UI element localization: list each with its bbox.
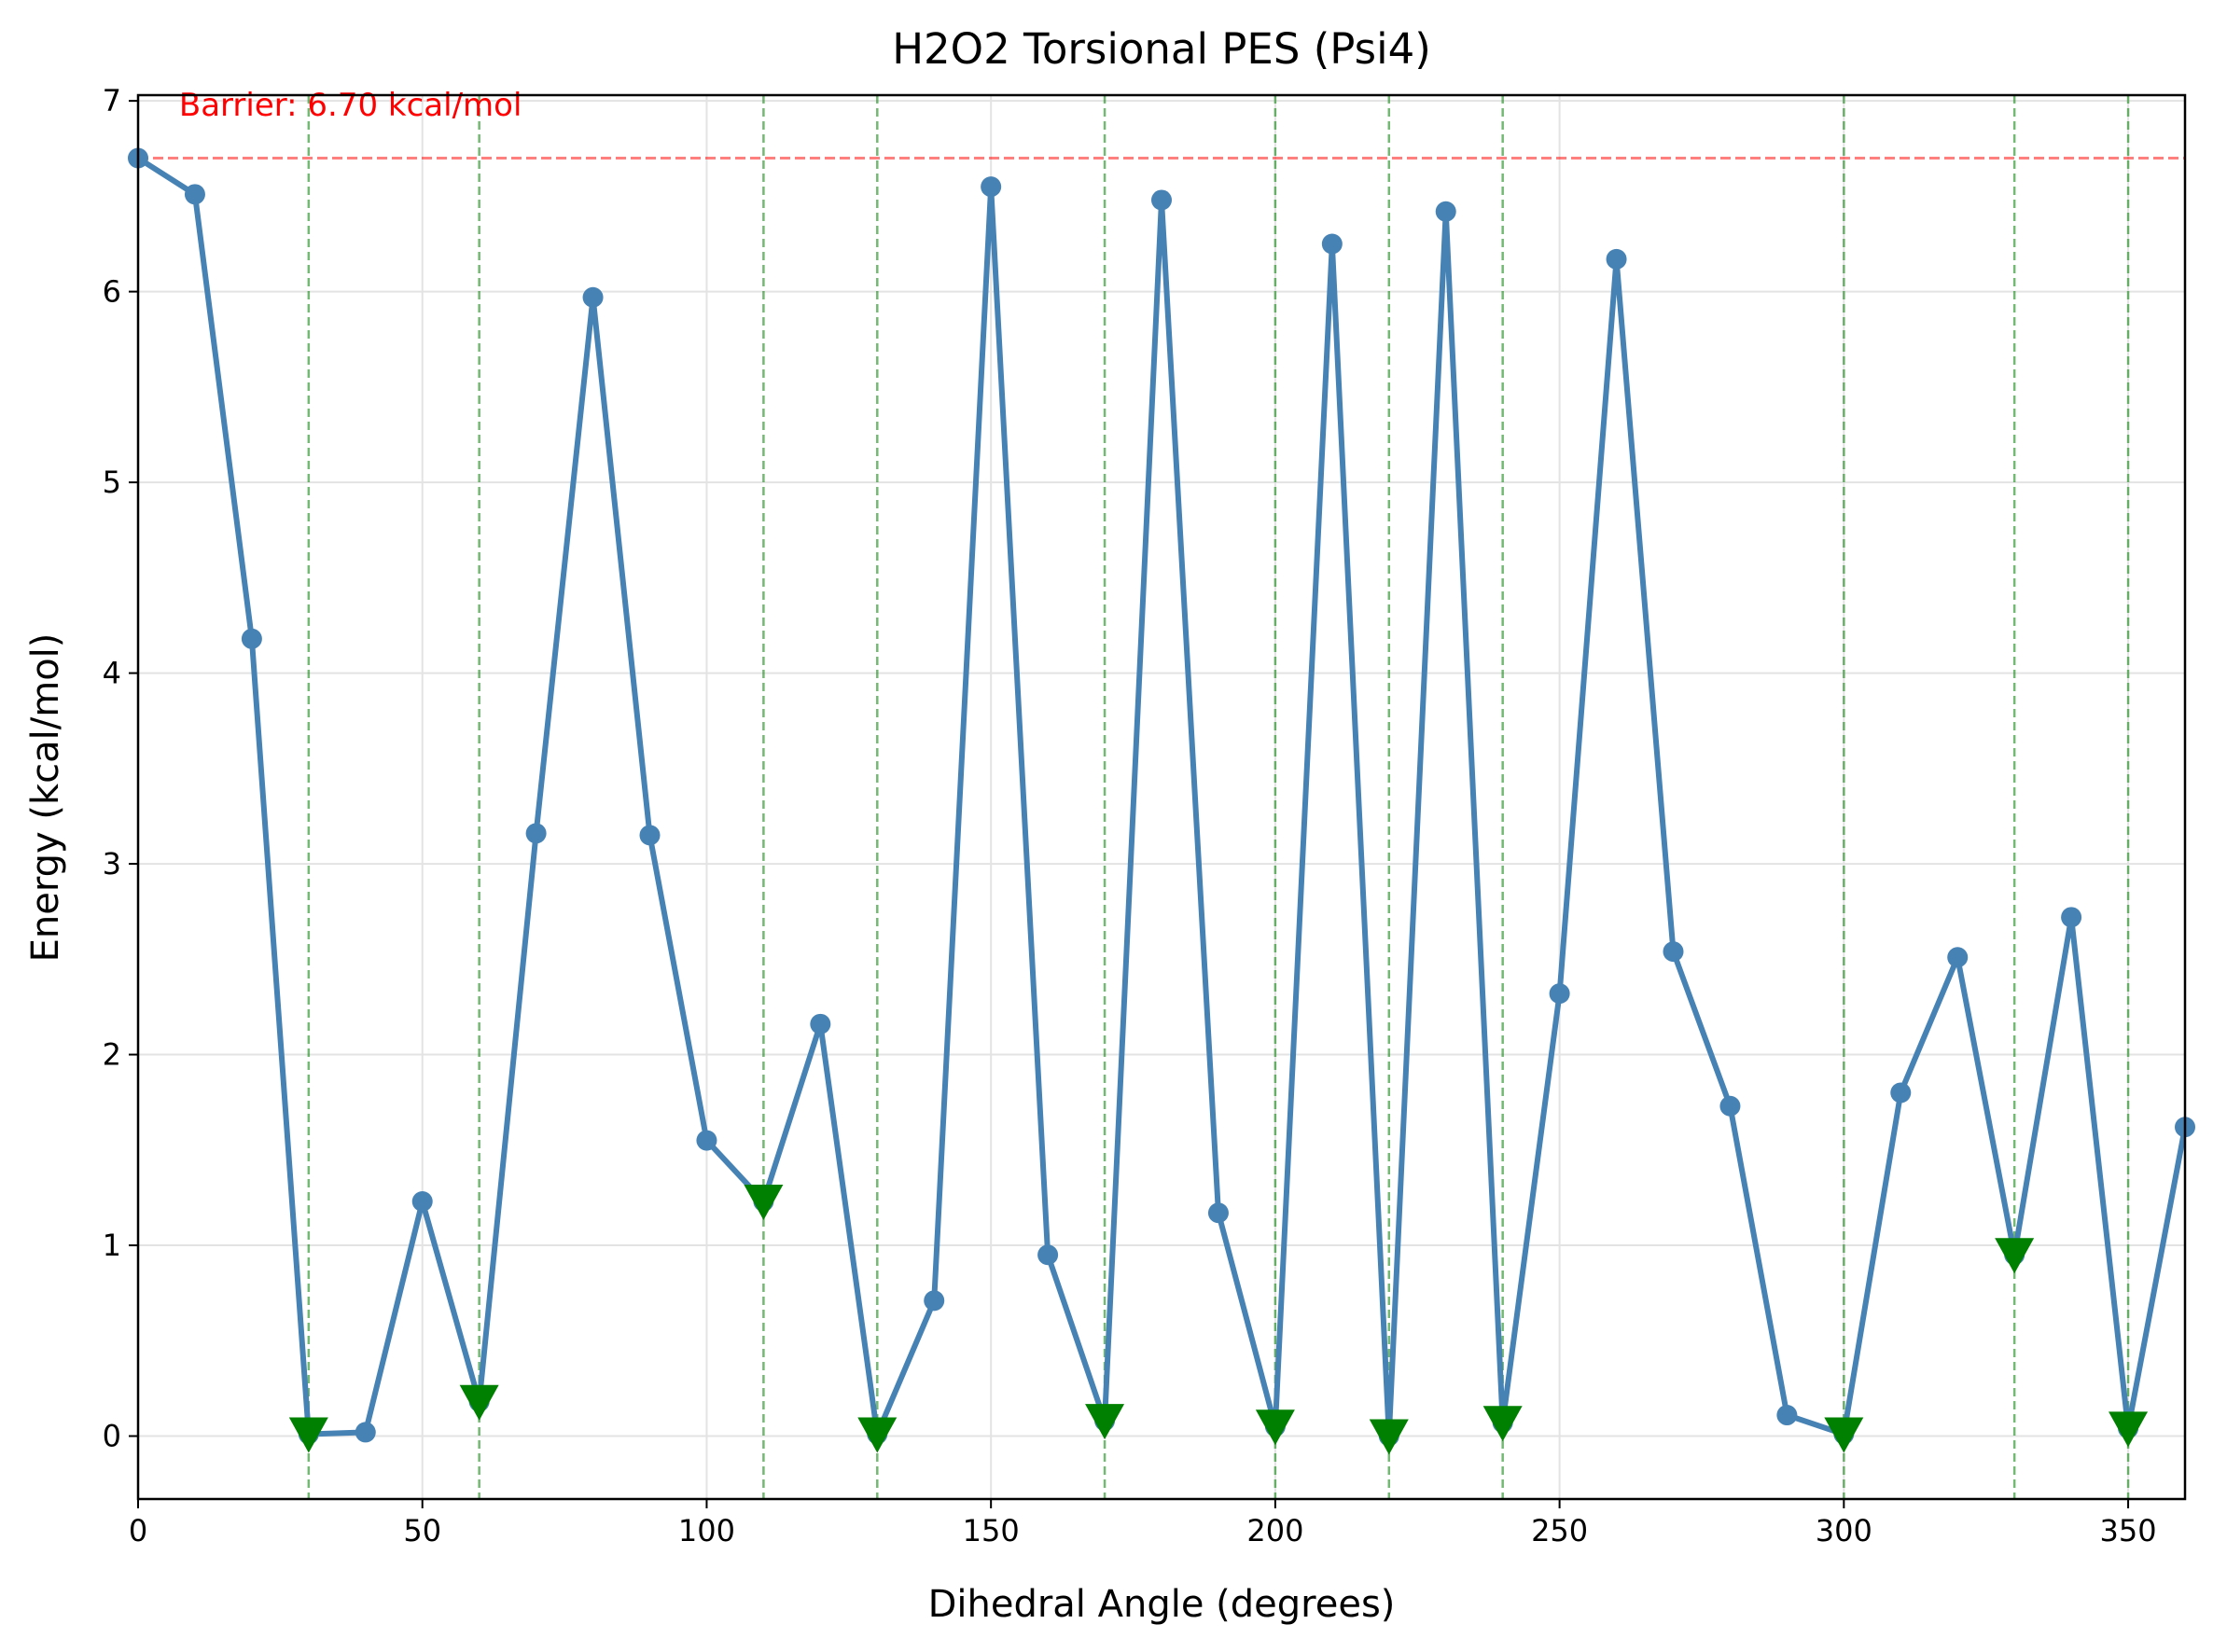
minimum-marker [857,1417,898,1453]
data-point [1890,1082,1912,1104]
minimum-marker [1995,1238,2035,1274]
y-tick-label: 4 [103,656,121,691]
x-tick-label: 0 [129,1513,147,1548]
y-tick-label: 2 [103,1037,121,1073]
x-tick-label: 250 [1531,1513,1588,1548]
data-point [1207,1202,1229,1224]
x-tick-label: 50 [403,1513,441,1548]
y-tick-label: 5 [103,465,121,500]
data-point [525,823,547,844]
data-point [184,184,205,205]
minimum-marker [1482,1406,1523,1442]
y-ticks: 0 1 2 3 4 5 6 7 [103,83,138,1454]
x-tick-label: 300 [1816,1513,1872,1548]
minimum-marker [1369,1419,1409,1455]
data-point [1719,1095,1741,1117]
data-point [1606,248,1627,270]
series-line [136,155,2188,1439]
data-point [1435,201,1456,222]
x-axis-label: Dihedral Angle (degrees) [928,1583,1396,1626]
data-point [1549,983,1570,1005]
minimum-marker [2109,1411,2149,1448]
data-point [1776,1405,1798,1426]
data-point [355,1422,376,1443]
y-tick-label: 6 [103,274,121,310]
y-axis-label: Energy (kcal/mol) [24,633,67,963]
series [128,147,2195,1447]
axes-frame [136,93,2187,1501]
x-ticks: 0 50 100 150 200 250 300 350 [129,1499,2157,1548]
data-point [981,176,1002,198]
minimum-marker [744,1185,784,1221]
data-point [1151,189,1172,211]
minimum-marker [288,1417,328,1453]
minimum-marker [1255,1409,1295,1446]
minimum-marker [1085,1404,1125,1440]
data-point [1321,233,1343,255]
minimum-marker [1824,1417,1864,1453]
data-point [924,1290,945,1312]
data-point [696,1130,717,1151]
data-point [810,1013,831,1034]
data-point [2061,907,2082,928]
data-point [1663,941,1684,963]
data-point [639,825,661,846]
x-tick-label: 100 [678,1513,735,1548]
y-tick-label: 3 [103,846,121,882]
x-tick-label: 150 [963,1513,1020,1548]
y-tick-label: 7 [103,83,121,118]
barrier-label: Barrier: 6.70 kcal/mol [179,87,522,124]
data-point [1947,947,1969,968]
y-tick-label: 0 [103,1419,121,1454]
minima-markers [288,1185,2149,1455]
chart-title: H2O2 Torsional PES (Psi4) [892,24,1431,74]
data-point [411,1191,433,1213]
data-point [1037,1244,1059,1266]
data-point [582,286,604,308]
data-point [241,628,262,649]
y-tick-label: 1 [103,1228,121,1263]
minimum-marker [459,1384,499,1421]
minima-lines [307,95,2130,1499]
x-tick-label: 350 [2100,1513,2157,1548]
x-tick-label: 200 [1246,1513,1303,1548]
